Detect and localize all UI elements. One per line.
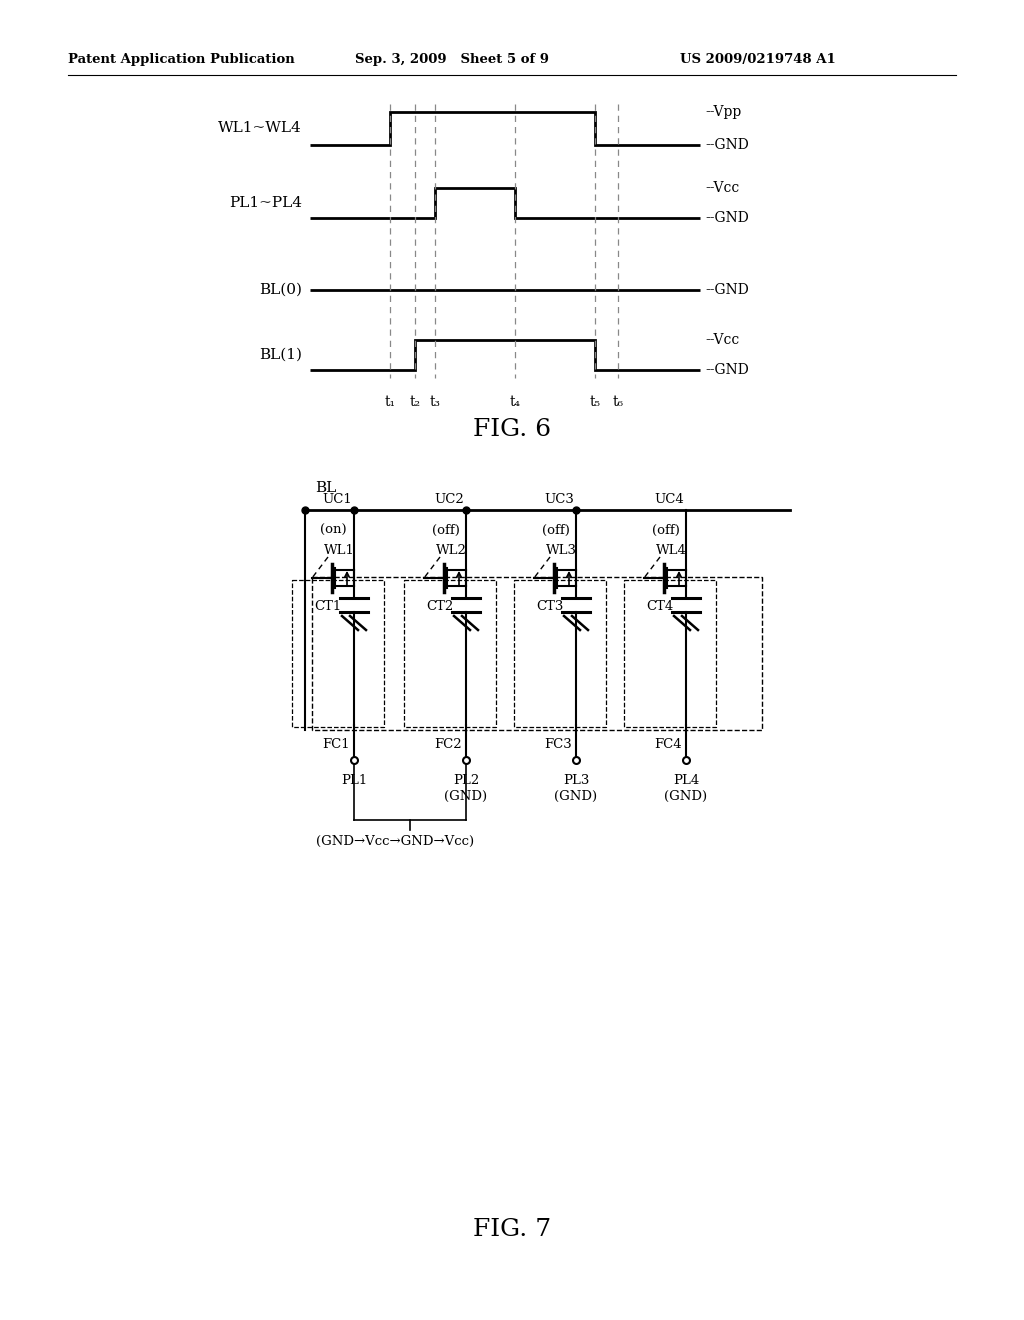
- Text: WL3: WL3: [546, 544, 577, 557]
- Text: PL3: PL3: [563, 774, 589, 787]
- Text: PL1: PL1: [341, 774, 368, 787]
- Text: FIG. 6: FIG. 6: [473, 418, 551, 441]
- Text: UC3: UC3: [544, 492, 573, 506]
- Text: (GND): (GND): [444, 789, 487, 803]
- Text: FC1: FC1: [322, 738, 349, 751]
- Bar: [292, 579, 384, 727]
- Text: PL1~PL4: PL1~PL4: [229, 195, 302, 210]
- Text: t₆: t₆: [612, 395, 624, 409]
- Text: (off): (off): [542, 524, 570, 537]
- Text: --GND: --GND: [705, 139, 749, 152]
- Text: CT1: CT1: [314, 599, 341, 612]
- Text: (off): (off): [432, 524, 460, 537]
- Text: t₃: t₃: [429, 395, 440, 409]
- Text: t₁: t₁: [384, 395, 395, 409]
- Text: t₅: t₅: [590, 395, 600, 409]
- Text: PL2: PL2: [453, 774, 479, 787]
- Text: FIG. 7: FIG. 7: [473, 1218, 551, 1242]
- Text: PL4: PL4: [673, 774, 699, 787]
- Text: --Vcc: --Vcc: [705, 333, 739, 347]
- Text: BL(0): BL(0): [259, 282, 302, 297]
- Text: CT2: CT2: [426, 599, 454, 612]
- Text: BL: BL: [315, 480, 336, 495]
- Text: WL2: WL2: [436, 544, 467, 557]
- Text: Patent Application Publication: Patent Application Publication: [68, 54, 295, 66]
- Text: (GND→Vcc→GND→Vcc): (GND→Vcc→GND→Vcc): [316, 836, 474, 847]
- Text: --GND: --GND: [705, 363, 749, 378]
- Text: FC2: FC2: [434, 738, 462, 751]
- Text: FC3: FC3: [544, 738, 571, 751]
- Text: FC4: FC4: [654, 738, 682, 751]
- Text: (off): (off): [652, 524, 680, 537]
- Bar: [312, 577, 762, 730]
- Text: --Vpp: --Vpp: [705, 106, 741, 119]
- Text: (GND): (GND): [554, 789, 598, 803]
- Text: WL1: WL1: [324, 544, 355, 557]
- Bar: [404, 579, 496, 727]
- Text: --GND: --GND: [705, 282, 749, 297]
- Bar: [514, 579, 606, 727]
- Text: BL(1): BL(1): [259, 348, 302, 362]
- Text: CT4: CT4: [646, 599, 673, 612]
- Text: WL1~WL4: WL1~WL4: [218, 121, 302, 136]
- Text: Sep. 3, 2009   Sheet 5 of 9: Sep. 3, 2009 Sheet 5 of 9: [355, 54, 549, 66]
- Text: UC2: UC2: [434, 492, 464, 506]
- Text: (on): (on): [319, 524, 347, 537]
- Text: t₄: t₄: [510, 395, 520, 409]
- Text: (GND): (GND): [665, 789, 708, 803]
- Text: UC4: UC4: [654, 492, 684, 506]
- Text: UC1: UC1: [322, 492, 352, 506]
- Text: t₂: t₂: [410, 395, 421, 409]
- Text: --GND: --GND: [705, 211, 749, 224]
- Bar: [624, 579, 716, 727]
- Text: CT3: CT3: [536, 599, 563, 612]
- Text: US 2009/0219748 A1: US 2009/0219748 A1: [680, 54, 836, 66]
- Text: --Vcc: --Vcc: [705, 181, 739, 195]
- Text: WL4: WL4: [656, 544, 687, 557]
